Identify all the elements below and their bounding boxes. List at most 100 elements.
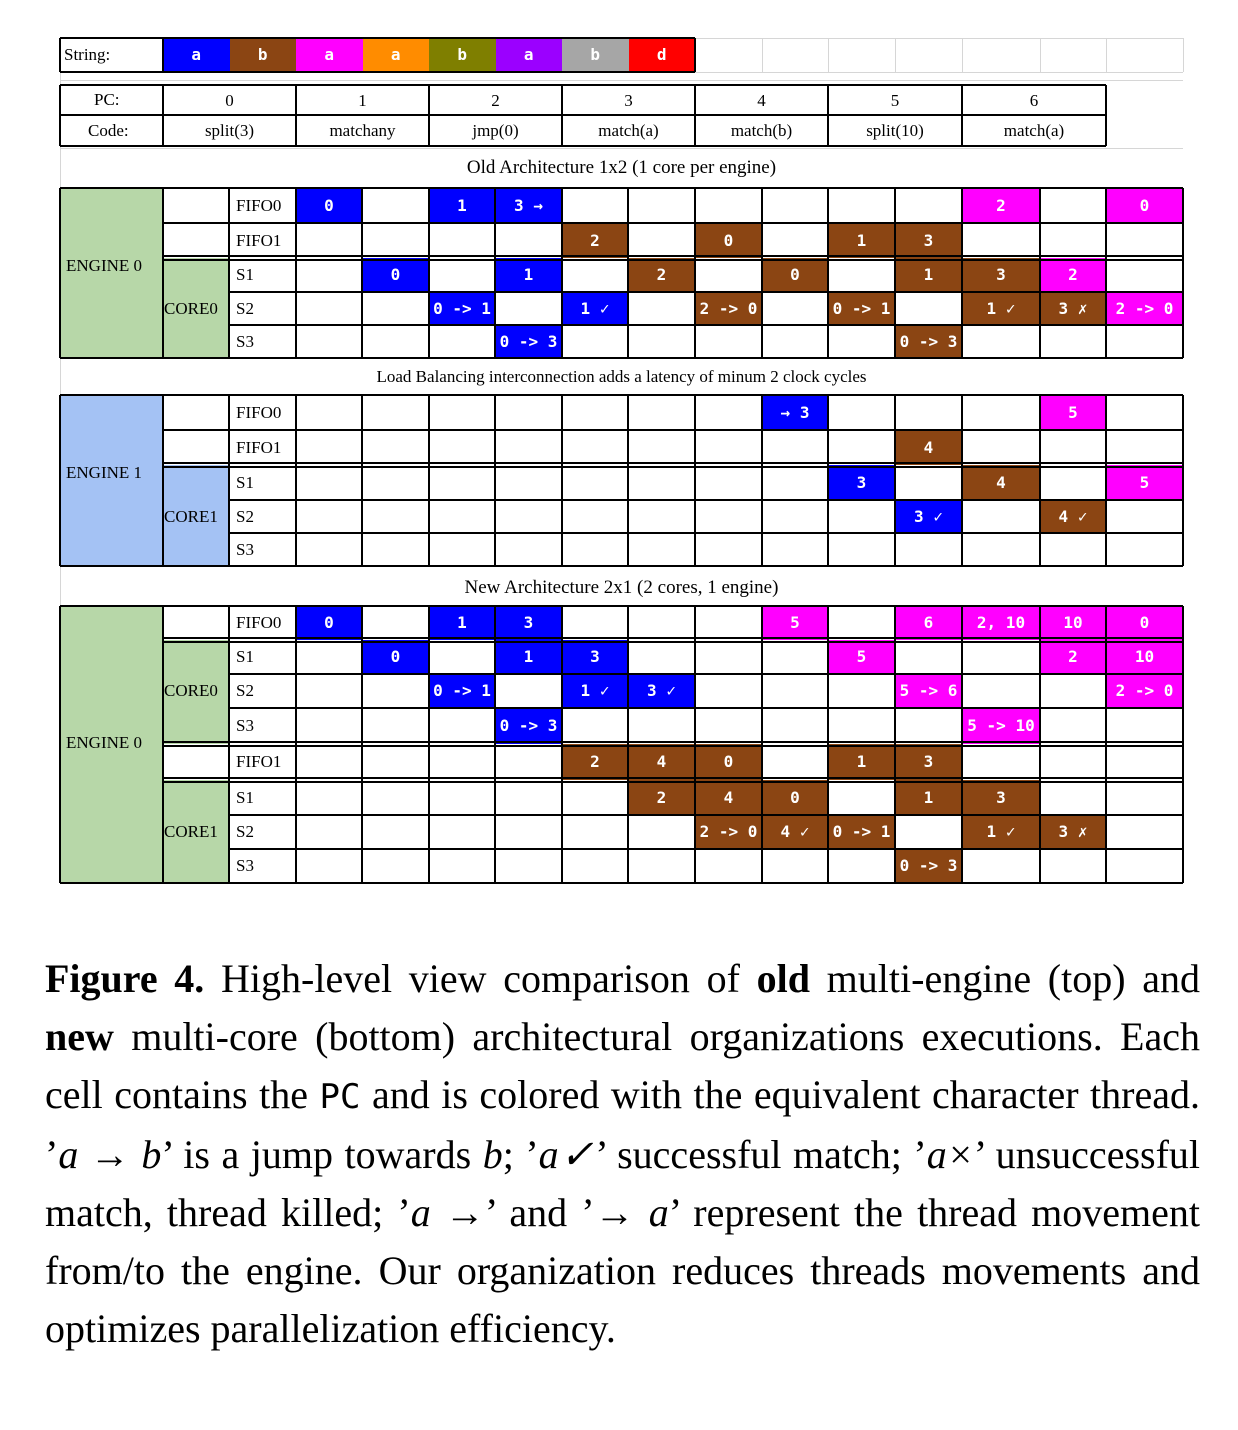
old-engine1-core-area: [163, 465, 229, 566]
grid-line: [1182, 188, 1184, 358]
old-engine1-label: ENGINE 1: [66, 463, 143, 482]
grid-line: [561, 395, 563, 566]
old-engine1-row-label-fifo0: FIFO0: [236, 402, 282, 422]
new-s2-cell: 3 ✗: [1058, 822, 1088, 841]
string-char: b: [257, 45, 268, 64]
grid-line: [162, 85, 164, 146]
caption-text: ’ represent the thread movement from/to …: [45, 1190, 1201, 1351]
grid-line: [428, 606, 430, 883]
new-s3-cell-fill: [962, 708, 1040, 744]
new-s2-cell-fill: [762, 815, 828, 849]
new-s2-cell-fill: [429, 674, 495, 708]
new-fifo0-cell-fill: [296, 606, 362, 640]
grid-line: [162, 188, 164, 358]
grid-line: [163, 781, 1183, 783]
grid-line: [1105, 395, 1107, 566]
new-s2-cell: 5 -> 6: [899, 681, 958, 700]
grid-line: [894, 606, 896, 883]
string-char: a: [324, 45, 335, 64]
grid-line: [229, 532, 1183, 534]
new-fifo1-cell-fill: [828, 744, 895, 780]
old-engine0-core-area: [163, 258, 229, 358]
new-s2-cell-fill: [562, 674, 628, 708]
grid-line: [228, 395, 230, 566]
grid-line: [229, 324, 1183, 326]
grid-line: [60, 357, 1183, 359]
old-engine0-s1-cell: 1: [523, 265, 534, 284]
grid-line: [229, 848, 1183, 850]
grid-line: [60, 37, 695, 39]
new-s2-cell-fill: [1106, 674, 1183, 708]
old-engine0-s3-cell-fill: [895, 325, 962, 358]
new-fifo0-cell: 3: [523, 613, 534, 632]
code-value: match(b): [730, 121, 793, 140]
string-char-cell: [229, 38, 296, 72]
new-s1-cell-fill: [628, 780, 695, 815]
old-engine1-row-label-s2: S2: [236, 506, 254, 526]
grid-line: [163, 462, 1183, 464]
grid-line: [894, 395, 896, 566]
new-s2-cell: 2 -> 0: [699, 822, 758, 841]
new-s1-cell-fill: [562, 640, 628, 674]
new-s1-cell-fill: [1040, 640, 1106, 674]
grid-line: [1182, 395, 1184, 566]
grid-line: [761, 38, 763, 72]
grid-line: [60, 147, 1183, 149]
old-engine1-s2-cell: 3 ✓: [914, 506, 943, 526]
old-engine0-s1-cell-fill: [895, 258, 962, 292]
old-engine0-fifo0-cell-fill: [962, 188, 1040, 223]
pc-value: 1: [358, 90, 367, 110]
old-engine0-s2-cell-fill: [695, 292, 762, 325]
new-fifo0-cell: 0: [324, 613, 334, 632]
grid-line: [295, 85, 297, 146]
new-fifo1-cell-fill: [695, 744, 762, 780]
grid-line: [60, 565, 1183, 567]
new-s2-cell-fill: [695, 815, 762, 849]
code-value: match(a): [598, 121, 659, 140]
grid-line: [229, 673, 1183, 675]
old-engine0-s1-cell-fill: [962, 258, 1040, 292]
caption-text: and is colored with the equivalent chara…: [45, 1072, 1201, 1177]
grid-line: [59, 395, 61, 566]
old-engine0-s2-cell: 2 -> 0: [1115, 298, 1174, 318]
old-engine0-s2-cell: 1 ✓: [986, 298, 1016, 318]
grid-line: [60, 79, 1183, 81]
grid-line: [827, 188, 829, 358]
new-fifo0-cell: 10: [1063, 613, 1083, 632]
grid-line: [961, 38, 963, 72]
new-s2-cell-fill: [828, 815, 895, 849]
new-s3-cell: 5 -> 10: [967, 716, 1035, 735]
grid-line: [494, 188, 496, 358]
caption-text: ’ unsuccessful match, thread killed; ’: [45, 1132, 1201, 1235]
old-engine0-fifo1-cell-fill: [895, 223, 962, 258]
grid-line: [59, 85, 61, 146]
code-value: jmp(0): [472, 121, 519, 140]
new-s1-cell: 2: [1068, 647, 1078, 666]
caption-math: b: [482, 1132, 503, 1177]
new-fifo0-cell: 6: [923, 613, 934, 632]
old-engine0-fifo1-cell-fill: [828, 223, 895, 258]
new-fifo0-cell-fill: [1040, 606, 1106, 640]
pc-value: 0: [225, 90, 234, 110]
old-engine0-area: [60, 188, 163, 358]
caption-text: High-level view comparison of: [204, 956, 757, 1001]
grid-line: [163, 745, 1183, 747]
new-fifo0-cell-fill: [429, 606, 495, 640]
grid-line: [827, 38, 829, 72]
string-char: a: [390, 45, 401, 64]
grid-line: [228, 606, 230, 883]
old-engine1-s2-cell: 4 ✓: [1058, 506, 1088, 526]
grid-line: [827, 395, 829, 566]
new-fifo1-cell: 4: [656, 752, 667, 771]
old-engine0-s1-cell-fill: [495, 258, 562, 292]
grid-line: [428, 395, 430, 566]
grid-line: [827, 606, 829, 883]
old-engine1-s1-cell: 3: [856, 472, 867, 492]
new-s1-cell: 3: [996, 787, 1006, 807]
new-fifo0-cell-fill: [895, 606, 962, 640]
new-row-label-s2: S2: [236, 822, 254, 841]
new-s3-cell: 0 -> 3: [499, 716, 558, 735]
new-s2-cell: 0 -> 1: [832, 822, 891, 841]
grid-line: [163, 641, 1183, 643]
grid-line: [961, 85, 963, 146]
